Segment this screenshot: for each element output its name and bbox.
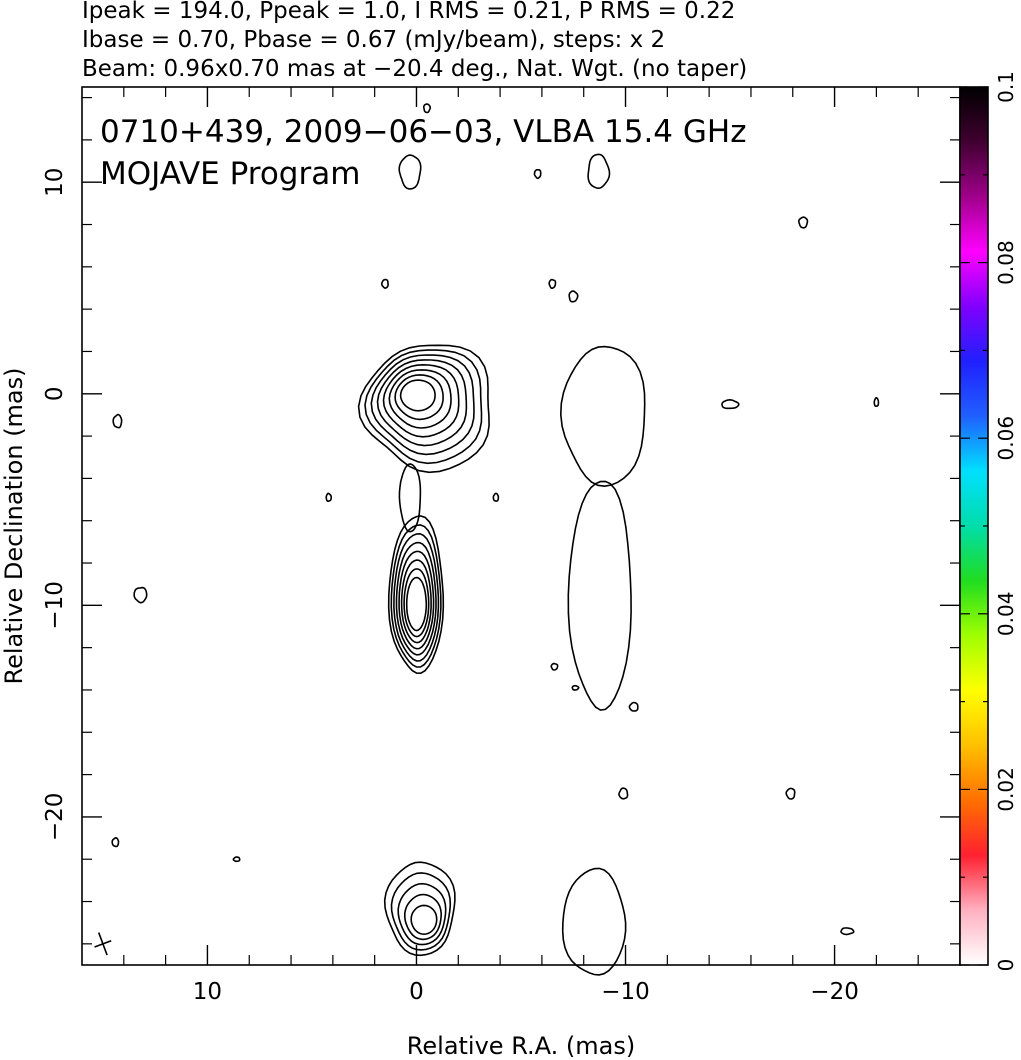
colorbar-tick-label: 0.06 (994, 416, 1018, 461)
stokes-i-jet-contour (398, 550, 435, 650)
noise-contour (568, 290, 579, 303)
stokes-i-south-contour (397, 882, 447, 946)
noise-contour (587, 153, 611, 190)
noise-contour (533, 169, 542, 180)
colorbar-tick-label: 0.1 (994, 71, 1018, 103)
polarization-south-contour (561, 867, 627, 976)
noise-contour (873, 396, 880, 407)
noise-contour (133, 586, 148, 604)
x-axis-label: Relative R.A. (mas) (407, 1032, 635, 1060)
y-axis-label: Relative Declination (mas) (0, 367, 28, 684)
noise-contour (423, 103, 431, 114)
noise-contour (550, 662, 559, 671)
stokes-i-core-contour (357, 344, 490, 474)
x-tick-label: 10 (193, 979, 222, 1005)
x-tick-label: 0 (409, 979, 424, 1005)
stokes-i-core-contour (370, 354, 475, 456)
stokes-i-south-contour (383, 861, 456, 957)
map-subtitle: MOJAVE Program (100, 156, 360, 192)
stokes-i-core-contour (364, 349, 483, 465)
stokes-i-core-contour (394, 374, 444, 421)
colorbar-tick-label: 0.02 (994, 767, 1018, 812)
polarization-core-contour (559, 345, 646, 488)
noise-contour (840, 927, 855, 936)
colorbar-ticks: 0 0.02 0.04 0.06 0.08 0.1 (960, 71, 1018, 971)
y-tick-label: −10 (42, 581, 68, 630)
noise-contour (325, 492, 332, 502)
stokes-i-south-contour (410, 904, 438, 936)
stokes-i-jet-contour (390, 524, 442, 668)
stokes-i-core-contour (376, 359, 468, 447)
y-tick-label: −20 (42, 793, 68, 842)
map-title: 0710+439, 2009−06−03, VLBA 15.4 GHz (100, 114, 746, 150)
colorbar-tick-label: 0 (994, 959, 1018, 972)
noise-contour (571, 684, 580, 691)
stokes-i-jet-bridge-contour (398, 463, 422, 533)
stokes-i-core-contour (388, 369, 452, 429)
x-tick-label: −10 (601, 979, 650, 1005)
noise-contour (398, 154, 422, 190)
stokes-i-jet-contour (395, 541, 437, 656)
noise-contour (381, 278, 389, 289)
noise-contour (628, 701, 639, 712)
noise-contour (618, 787, 629, 800)
stokes-i-jet-contour (405, 576, 428, 632)
header-line-1: Ipeak = 194.0, Ppeak = 1.0, I RMS = 0.21… (82, 0, 735, 24)
polarization-jet-contour (567, 480, 632, 711)
stokes-i-jet-contour (387, 515, 445, 675)
beam-marker (94, 932, 112, 956)
noise-contour (111, 836, 120, 848)
colorbar-tick-label: 0.08 (994, 240, 1018, 285)
noise-contour (721, 398, 740, 410)
plot-frame (81, 86, 961, 966)
stokes-i-core-contour (399, 379, 436, 412)
header-line-3: Beam: 0.96x0.70 mas at −20.4 deg., Nat. … (82, 56, 747, 82)
contour-layer (111, 103, 880, 976)
stokes-i-jet-contour (400, 559, 432, 644)
beam-minor-axis (94, 939, 112, 948)
x-tick-label: −20 (810, 979, 859, 1005)
noise-contour (785, 787, 796, 800)
stokes-i-core-contour (382, 363, 460, 438)
y-tick-label: 0 (42, 386, 68, 401)
noise-contour (232, 856, 241, 863)
colorbar-tick-label: 0.04 (994, 592, 1018, 637)
stokes-i-south-contour (390, 872, 452, 951)
axis-ticks: 10 0 −10 −20 10 0 −10 −20 (42, 87, 960, 1005)
stokes-i-south-contour (404, 893, 443, 941)
y-tick-label: 10 (42, 168, 68, 197)
noise-contour (492, 492, 500, 502)
stokes-i-jet-contour (403, 568, 430, 638)
noise-contour (112, 413, 123, 429)
noise-contour (548, 278, 557, 289)
header-line-2: Ibase = 0.70, Pbase = 0.67 (mJy/beam), s… (82, 27, 665, 53)
stokes-i-jet-contour (393, 532, 440, 662)
noise-contour (797, 216, 809, 229)
